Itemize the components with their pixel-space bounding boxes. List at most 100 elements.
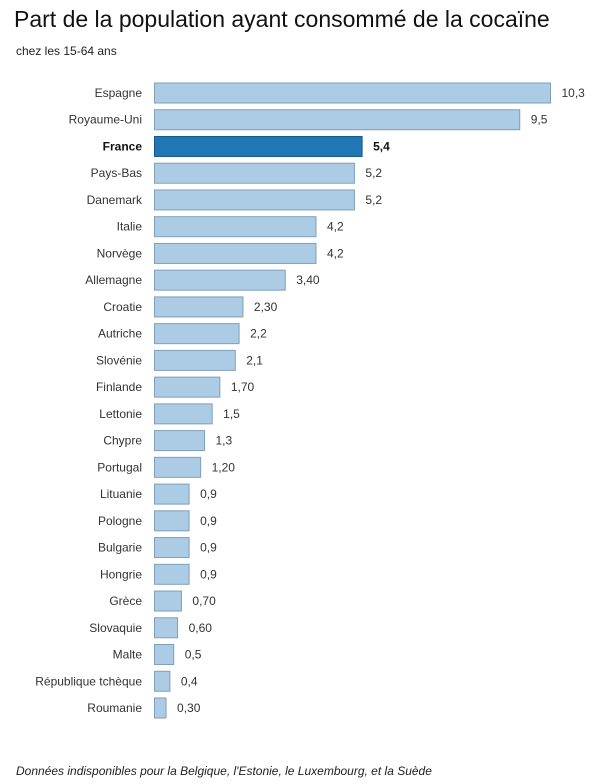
bar [154, 109, 521, 131]
bar [154, 216, 317, 238]
bar-row: Royaume-Uni 9,5 [69, 109, 548, 131]
value-label: 2,30 [254, 300, 278, 314]
category-label: Slovénie [96, 353, 142, 367]
value-label: 4,2 [327, 246, 344, 260]
bar [154, 590, 182, 612]
bar-row: Autriche 2,2 [98, 323, 267, 345]
value-label: 0,4 [181, 674, 198, 688]
value-label: 1,5 [223, 407, 240, 421]
bar [154, 349, 236, 371]
footnote: Données indisponibles pour la Belgique, … [16, 764, 432, 778]
category-label: Allemagne [85, 273, 142, 287]
bar-row: Allemagne 3,40 [85, 269, 320, 291]
value-label: 0,9 [200, 567, 217, 581]
category-label: Slovaquie [89, 621, 142, 635]
category-label: Norvège [97, 246, 143, 260]
chart-title: Part de la population ayant consommé de … [14, 6, 550, 32]
bar [154, 430, 205, 452]
category-label: République tchèque [35, 674, 142, 688]
bar-row: Roumanie 0,30 [87, 697, 201, 719]
bar-row: Pays-Bas 5,2 [91, 162, 382, 184]
bar-row: Finlande 1,70 [96, 376, 255, 398]
bar-row: Croatie 2,30 [103, 296, 278, 318]
value-label: 5,2 [365, 166, 382, 180]
bar-row: Danemark 5,2 [87, 189, 382, 211]
value-label: 2,2 [250, 327, 267, 341]
value-label: 5,4 [373, 139, 390, 153]
category-label: Italie [117, 220, 143, 234]
category-label: Malte [113, 648, 143, 662]
bar [154, 296, 244, 318]
value-label: 1,70 [231, 380, 255, 394]
bar [154, 135, 363, 157]
value-label: 1,3 [215, 434, 232, 448]
value-label: 0,60 [189, 621, 213, 635]
category-label: Pays-Bas [91, 166, 142, 180]
bar-row: Norvège 4,2 [97, 242, 344, 264]
bar [154, 323, 240, 345]
bar [154, 483, 190, 505]
bar-row: Pologne 0,9 [98, 510, 217, 532]
value-label: 0,30 [177, 701, 201, 715]
bar [154, 644, 175, 666]
bar [154, 189, 355, 211]
category-label: Finlande [96, 380, 142, 394]
value-label: 5,2 [365, 193, 382, 207]
category-label: Croatie [103, 300, 142, 314]
bar [154, 162, 355, 184]
value-label: 0,9 [200, 514, 217, 528]
bar-row: France 5,4 [103, 135, 390, 157]
value-label: 3,40 [296, 273, 320, 287]
bar [154, 456, 202, 478]
bar [154, 617, 179, 639]
bar-row: Slovénie 2,1 [96, 349, 263, 371]
value-label: 0,9 [200, 541, 217, 555]
bar [154, 376, 221, 398]
category-label: Lettonie [99, 407, 142, 421]
category-label: France [103, 139, 143, 153]
category-label: Royaume-Uni [69, 113, 142, 127]
category-label: Bulgarie [98, 541, 142, 555]
bar [154, 269, 286, 291]
chart-subtitle: chez les 15-64 ans [16, 44, 117, 58]
value-label: 0,5 [185, 648, 202, 662]
category-label: Hongrie [100, 567, 142, 581]
bar-row: Espagne 10,3 [95, 82, 586, 104]
bar [154, 82, 551, 104]
bar [154, 697, 167, 719]
value-label: 1,20 [212, 460, 236, 474]
bar [154, 403, 213, 425]
bar-row: Italie 4,2 [117, 216, 344, 238]
bar [154, 563, 190, 585]
category-label: Grèce [109, 594, 142, 608]
bar [154, 242, 317, 264]
value-label: 4,2 [327, 220, 344, 234]
value-label: 10,3 [562, 86, 586, 100]
category-label: Espagne [95, 86, 143, 100]
bar-row: Portugal 1,20 [97, 456, 236, 478]
category-label: Chypre [103, 434, 142, 448]
value-label: 0,70 [192, 594, 216, 608]
category-label: Pologne [98, 514, 142, 528]
bar-row: Slovaquie 0,60 [89, 617, 213, 639]
bar [154, 670, 171, 692]
category-label: Danemark [87, 193, 143, 207]
category-label: Lituanie [100, 487, 142, 501]
category-label: Autriche [98, 327, 142, 341]
bar-row: Hongrie 0,9 [100, 563, 217, 585]
value-label: 2,1 [246, 353, 263, 367]
bar-row: Bulgarie 0,9 [98, 537, 217, 559]
category-label: Roumanie [87, 701, 142, 715]
bar-row: République tchèque 0,4 [35, 670, 198, 692]
bar-row: Lettonie 1,5 [99, 403, 240, 425]
value-label: 9,5 [531, 113, 548, 127]
bar [154, 510, 190, 532]
value-label: 0,9 [200, 487, 217, 501]
bar [154, 537, 190, 559]
bar-row: Lituanie 0,9 [100, 483, 217, 505]
bar-row: Malte 0,5 [113, 644, 202, 666]
bar-row: Chypre 1,3 [103, 430, 232, 452]
category-label: Portugal [97, 460, 142, 474]
bar-row: Grèce 0,70 [109, 590, 216, 612]
